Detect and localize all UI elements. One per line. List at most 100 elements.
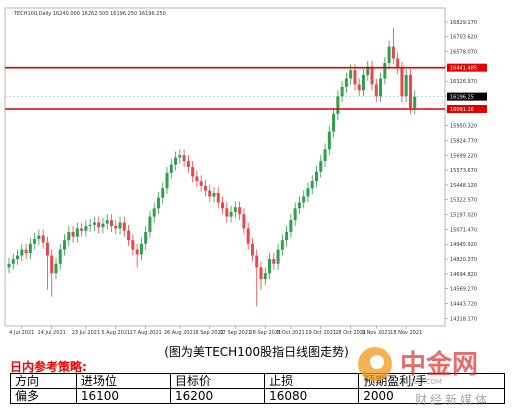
candle-body (75, 228, 79, 237)
candle-body (306, 188, 310, 197)
td: 2000 (358, 388, 505, 404)
strategy-title: 日内参考策略: (10, 360, 87, 374)
candle-body (353, 70, 357, 85)
candle-body (250, 243, 254, 256)
candle-body (370, 66, 374, 85)
y-tick-label: 15071.470 (450, 227, 477, 233)
y-tick-label: 14569.270 (450, 287, 477, 293)
candle-body (127, 230, 131, 241)
candle-body (310, 181, 314, 189)
candle-body (327, 131, 331, 150)
candle-body (302, 196, 306, 203)
plot-frame (4, 7, 446, 327)
x-tick-label: 26 Aug 2021 (164, 330, 196, 336)
x-tick-label: 9 Nov 2021 (362, 330, 391, 336)
x-tick-label: 19 Oct 2021 (305, 330, 336, 336)
candle-body (80, 228, 84, 231)
th: 预期盈利/手 (358, 373, 505, 389)
candle-body (186, 161, 190, 167)
candle-body (246, 228, 250, 244)
candle-body (161, 188, 165, 198)
candle-body (315, 171, 318, 182)
candle-body (319, 161, 323, 172)
x-tick-label: 17 Sep 2021 (220, 330, 252, 336)
candle-body (238, 207, 242, 215)
td: 16080 (264, 388, 360, 404)
x-tick-label: 5 Aug 2021 (101, 330, 130, 336)
candle-body (383, 63, 387, 79)
candle-body (41, 235, 45, 243)
candle-body (178, 155, 182, 158)
candle-body (101, 223, 105, 228)
candle-body (144, 231, 148, 244)
candle-body (182, 155, 186, 162)
y-tick-label: 15322.570 (450, 198, 477, 204)
candle-body (242, 214, 246, 229)
candle-body (152, 208, 156, 217)
candle-body (195, 176, 199, 182)
td: 偏多 (10, 388, 77, 404)
level-label: 16441.485 (450, 66, 477, 72)
x-tick-label: 8 Sep 2021 (195, 330, 224, 336)
candle-body (408, 74, 412, 108)
candle-body (285, 231, 289, 241)
candle-body (199, 181, 203, 186)
candle-body (225, 208, 229, 217)
x-tick-label: 17 Aug 2021 (130, 330, 162, 336)
candle-body (105, 220, 109, 224)
table-header: 方向 进场位 目标价 止损 预期盈利/手 (10, 373, 505, 389)
candle-body (396, 58, 400, 68)
level-label-box (447, 105, 487, 114)
candle-body (349, 70, 353, 79)
candle-body (323, 149, 327, 162)
candle-body (131, 240, 135, 250)
y-tick-label: 14443.720 (450, 301, 477, 307)
candle-body (229, 211, 233, 217)
y-tick-label: 15699.220 (450, 153, 477, 159)
candle-body (20, 249, 24, 256)
candle-body (276, 249, 280, 264)
td: 16100 (75, 388, 171, 404)
candle-body (272, 259, 276, 264)
x-tick-label: 14 Jul 2021 (38, 330, 66, 336)
candle-body (92, 222, 96, 225)
x-tick-label: 28 Oct 2021 (335, 330, 366, 336)
candle-body (33, 239, 37, 244)
candle-body (336, 96, 340, 114)
chart: TECH100,Daily 16240.000 16262.500 16196.… (4, 7, 487, 336)
x-tick-label: 28 Sep 2021 (249, 330, 281, 336)
candle-body (344, 78, 348, 87)
y-tick-label: 14694.820 (450, 272, 477, 278)
candle-body (169, 164, 173, 173)
candle-body (332, 113, 336, 132)
candle-body (203, 185, 207, 191)
candle-body (58, 249, 62, 264)
th: 方向 (10, 373, 77, 389)
y-tick-label: 15824.770 (450, 138, 477, 144)
candle-body (297, 202, 301, 209)
level-label-box (447, 63, 487, 72)
y-tick-label: 15197.020 (450, 213, 477, 219)
candle-body (37, 235, 41, 240)
last-price-label: 16196.25 (450, 95, 474, 101)
candle-body (45, 242, 49, 256)
candle-body (24, 249, 28, 254)
candle-body (84, 226, 88, 231)
candle-body (404, 74, 408, 97)
candle-body (135, 249, 139, 255)
candle-body (379, 78, 383, 97)
candle-body (387, 46, 391, 64)
chart-header: TECH100,Daily 16240.000 16262.500 16196.… (13, 11, 166, 17)
x-tick-label: 18 Nov 2021 (390, 330, 422, 336)
candle-body (233, 207, 237, 212)
x-tick-label: 23 Jul 2021 (72, 330, 100, 336)
candle-body (268, 259, 272, 274)
candle-body (118, 222, 122, 229)
candle-body (28, 243, 32, 254)
candle-body (374, 84, 378, 97)
y-tick-label: 15950.320 (450, 124, 477, 130)
candle-body (16, 255, 20, 260)
x-tick-label: 4 Jul 2021 (9, 330, 34, 336)
candle-body (97, 222, 101, 228)
candle-body (255, 255, 259, 268)
